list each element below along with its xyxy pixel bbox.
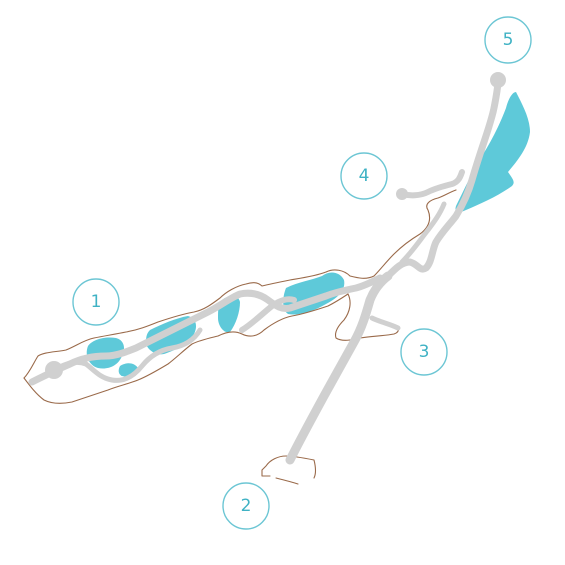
walkway-end-node-north [490,72,506,88]
walkway-right-end [369,315,401,331]
cave-outlines [23,189,457,485]
station-marker-4-label: 4 [359,166,370,186]
station-marker-3-circle [400,328,448,376]
walkway-end-node-4 [396,188,408,200]
station-marker-5-label: 5 [503,30,514,50]
walkway-branch-east [239,296,297,333]
station-marker-1-label: 1 [91,292,102,312]
station-marker-4[interactable]: 4 [340,152,388,200]
station-marker-2[interactable]: 2 [222,482,270,530]
station-marker-3[interactable]: 3 [400,328,448,376]
walkway-western [28,274,384,386]
walkways [28,72,506,465]
station-marker-1-circle [72,278,120,326]
walkway-northeast [384,76,502,280]
cave-outline-west-lower [23,293,349,404]
water-pools [86,92,530,377]
walkway-connector-east [399,201,447,265]
walkway-end-node-west [45,361,63,379]
station-marker-3-label: 3 [419,342,430,362]
station-marker-1[interactable]: 1 [72,278,120,326]
station-marker-2-label: 2 [241,496,252,516]
cave-outline-end-chamber [261,455,317,485]
station-marker-5[interactable]: 5 [484,16,532,64]
station-markers: 1 2 3 4 5 [72,16,532,530]
station-marker-2-circle [222,482,270,530]
walkway-main-trunk [285,271,393,465]
cave-outline-west [23,189,457,379]
walkway-western-loop [51,327,203,383]
station-marker-5-circle [484,16,532,64]
station-marker-4-circle [340,152,388,200]
walkway-branch-4 [399,169,465,199]
